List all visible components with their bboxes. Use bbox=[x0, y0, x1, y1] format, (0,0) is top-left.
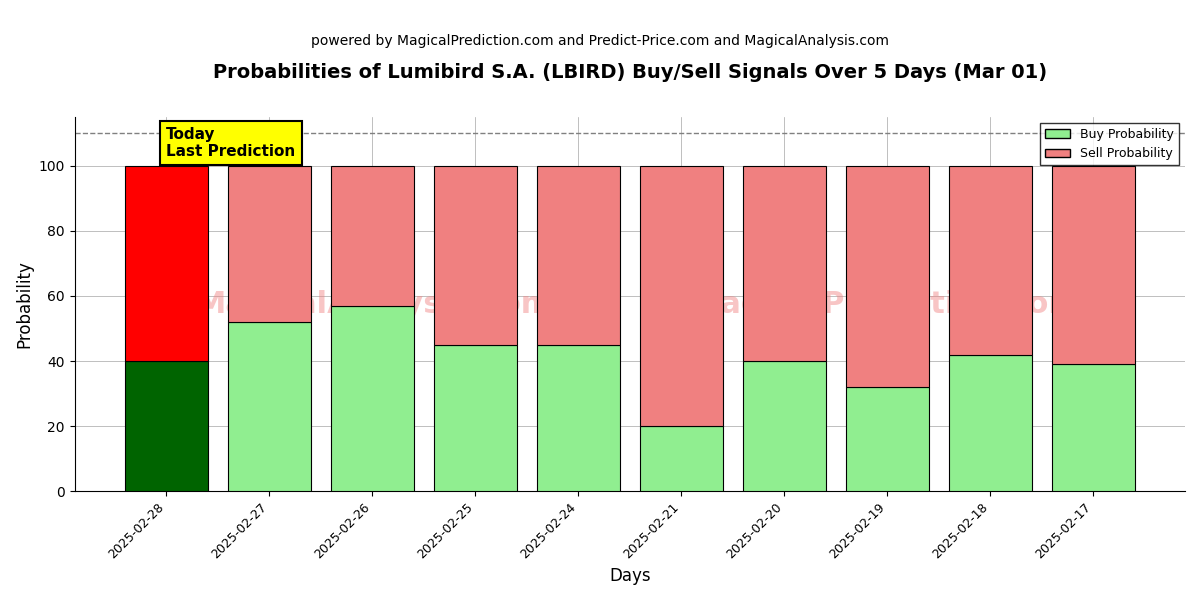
Bar bbox=[434, 345, 516, 491]
Bar bbox=[640, 166, 722, 426]
Bar bbox=[949, 166, 1032, 355]
Bar bbox=[228, 322, 311, 491]
Bar bbox=[846, 166, 929, 387]
Bar bbox=[434, 166, 516, 345]
Bar bbox=[125, 166, 208, 361]
X-axis label: Days: Days bbox=[610, 567, 650, 585]
Legend: Buy Probability, Sell Probability: Buy Probability, Sell Probability bbox=[1040, 123, 1178, 166]
Bar bbox=[538, 345, 619, 491]
Text: Today
Last Prediction: Today Last Prediction bbox=[167, 127, 295, 159]
Bar bbox=[331, 166, 414, 306]
Title: Probabilities of Lumibird S.A. (LBIRD) Buy/Sell Signals Over 5 Days (Mar 01): Probabilities of Lumibird S.A. (LBIRD) B… bbox=[212, 63, 1046, 82]
Bar bbox=[538, 166, 619, 345]
Text: powered by MagicalPrediction.com and Predict-Price.com and MagicalAnalysis.com: powered by MagicalPrediction.com and Pre… bbox=[311, 34, 889, 48]
Bar bbox=[846, 387, 929, 491]
Bar bbox=[331, 306, 414, 491]
Text: MagicalAnalysis.com: MagicalAnalysis.com bbox=[196, 290, 553, 319]
Bar bbox=[125, 361, 208, 491]
Bar bbox=[1052, 364, 1134, 491]
Bar bbox=[743, 361, 826, 491]
Y-axis label: Probability: Probability bbox=[16, 260, 34, 348]
Text: MagicalPrediction.com: MagicalPrediction.com bbox=[690, 290, 1080, 319]
Bar bbox=[640, 426, 722, 491]
Bar bbox=[1052, 166, 1134, 364]
Bar bbox=[228, 166, 311, 322]
Bar bbox=[743, 166, 826, 361]
Bar bbox=[949, 355, 1032, 491]
